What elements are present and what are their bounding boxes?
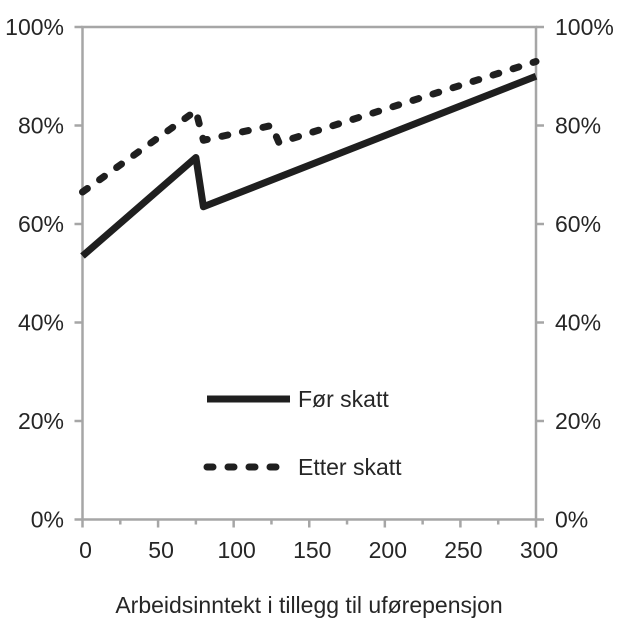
y-axis-label-left: 20% <box>18 408 64 434</box>
x-axis-label: 250 <box>444 537 482 563</box>
legend: Før skatt Etter skatt <box>203 386 402 480</box>
x-axis-label: 300 <box>520 537 558 563</box>
y-axis-label-right: 80% <box>555 113 601 139</box>
series-line-etter-skatt <box>79 58 540 196</box>
y-axis-label-left: 60% <box>18 211 64 237</box>
legend-label: Etter skatt <box>298 454 402 480</box>
x-axis-label: 0 <box>79 537 92 563</box>
y-axis-label-right: 100% <box>555 14 614 40</box>
y-axis-label-left: 40% <box>18 310 64 336</box>
legend-label: Før skatt <box>298 386 389 412</box>
y-axis-label-right: 40% <box>555 310 601 336</box>
x-axis-label: 50 <box>148 537 174 563</box>
y-axis-label-left: 80% <box>18 113 64 139</box>
y-axis-label-right: 60% <box>555 211 601 237</box>
x-axis-label: 150 <box>293 537 331 563</box>
y-axis-label-left: 100% <box>5 14 64 40</box>
y-axis-label-left: 0% <box>31 507 64 533</box>
x-axis-title: Arbeidsinntekt i tillegg til uførepensjo… <box>115 592 502 618</box>
series-lines <box>79 58 540 259</box>
x-axis-label: 200 <box>369 537 407 563</box>
y-axis-label-right: 0% <box>555 507 588 533</box>
axis-ticks <box>74 25 544 528</box>
series-line-for-skatt <box>80 73 538 259</box>
x-axis-label: 100 <box>217 537 255 563</box>
y-axis-label-right: 20% <box>555 408 601 434</box>
axis-tick-labels: 0% 0% 20% 20% 40% 40% 60% 60% 80% 80% 100% 100% 0 50 1… <box>5 14 614 563</box>
